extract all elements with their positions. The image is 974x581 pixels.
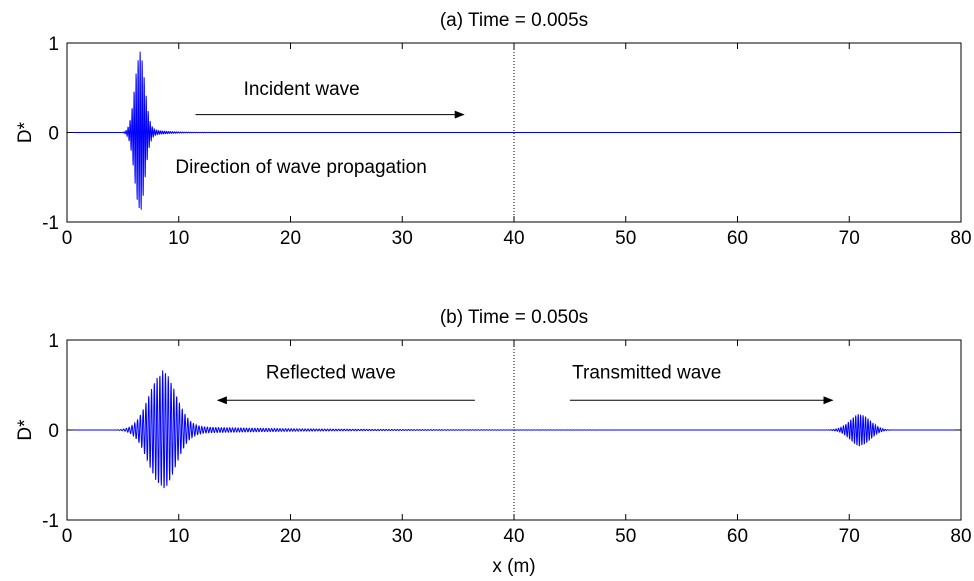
panel-b-title: (b) Time = 0.050s xyxy=(440,307,588,328)
x-tick-label: 60 xyxy=(727,526,748,547)
panel-b-xlabel: x (m) xyxy=(492,556,535,577)
panel-a: (a) Time = 0.005s D* 0 10 20 30 40 50 60 70 80 -… xyxy=(15,10,972,249)
panel-b-wave-line xyxy=(67,370,961,489)
x-tick-label: 0 xyxy=(62,228,73,249)
panel-b: (b) Time = 0.050s D* x (m) 0 10 20 30 40 50 60… xyxy=(15,307,972,577)
x-tick-label: 70 xyxy=(839,228,860,249)
panel-a-xticks: 0 10 20 30 40 50 60 70 80 xyxy=(62,43,972,249)
x-tick-label: 20 xyxy=(280,228,301,249)
panel-a-yticks: -1 0 1 xyxy=(42,34,961,234)
panel-a-annotations: Incident wave Direction of wave propagati… xyxy=(175,79,426,178)
y-tick-label: 1 xyxy=(48,331,59,352)
panel-a-ylabel: D* xyxy=(15,121,36,143)
panel-b-ylabel: D* xyxy=(15,419,36,441)
annotation-text: Transmitted wave xyxy=(572,363,721,384)
panel-a-title: (a) Time = 0.005s xyxy=(440,10,588,31)
x-tick-label: 70 xyxy=(839,526,860,547)
x-tick-label: 10 xyxy=(168,228,189,249)
x-tick-label: 60 xyxy=(727,228,748,249)
y-tick-label: -1 xyxy=(42,213,59,234)
x-tick-label: 80 xyxy=(950,526,971,547)
x-tick-label: 50 xyxy=(615,526,636,547)
y-tick-label: 0 xyxy=(48,421,59,442)
y-tick-label: 0 xyxy=(48,124,59,145)
annotation-text: Reflected wave xyxy=(266,363,396,384)
panel-b-annotations: Reflected wave Transmitted wave xyxy=(266,363,721,384)
y-tick-label: 1 xyxy=(48,34,59,55)
x-tick-label: 10 xyxy=(168,526,189,547)
x-tick-label: 20 xyxy=(280,526,301,547)
x-tick-label: 40 xyxy=(503,228,524,249)
annotation-text: Incident wave xyxy=(244,79,360,100)
x-tick-label: 50 xyxy=(615,228,636,249)
x-tick-label: 40 xyxy=(503,526,524,547)
x-tick-label: 80 xyxy=(950,228,971,249)
panel-b-xticks: 0 10 20 30 40 50 60 70 80 xyxy=(62,340,972,547)
x-tick-label: 30 xyxy=(392,228,413,249)
panel-b-yticks: -1 0 1 xyxy=(42,331,961,532)
y-tick-label: -1 xyxy=(42,511,59,532)
x-tick-label: 0 xyxy=(62,526,73,547)
annotation-text: Direction of wave propagation xyxy=(175,157,426,178)
x-tick-label: 30 xyxy=(392,526,413,547)
panel-a-wave-line xyxy=(67,51,961,210)
